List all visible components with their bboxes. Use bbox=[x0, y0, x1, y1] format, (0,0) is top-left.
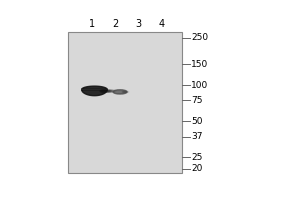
Ellipse shape bbox=[124, 91, 127, 92]
Ellipse shape bbox=[122, 91, 125, 92]
Text: 250: 250 bbox=[191, 33, 208, 42]
Ellipse shape bbox=[113, 90, 127, 94]
Ellipse shape bbox=[104, 90, 109, 92]
Ellipse shape bbox=[107, 90, 112, 92]
Ellipse shape bbox=[101, 90, 105, 92]
Text: 4: 4 bbox=[159, 19, 165, 29]
Ellipse shape bbox=[126, 91, 128, 92]
Ellipse shape bbox=[111, 90, 116, 92]
Ellipse shape bbox=[124, 91, 126, 92]
Ellipse shape bbox=[125, 91, 128, 92]
Ellipse shape bbox=[109, 90, 114, 92]
Text: 3: 3 bbox=[136, 19, 142, 29]
Ellipse shape bbox=[103, 90, 107, 92]
Ellipse shape bbox=[102, 90, 106, 92]
Ellipse shape bbox=[100, 90, 104, 92]
Polygon shape bbox=[82, 86, 107, 96]
Text: 20: 20 bbox=[191, 164, 202, 173]
Text: 75: 75 bbox=[191, 96, 202, 105]
Text: 50: 50 bbox=[191, 117, 202, 126]
Ellipse shape bbox=[108, 90, 113, 92]
Ellipse shape bbox=[105, 90, 110, 92]
FancyBboxPatch shape bbox=[68, 32, 182, 173]
Text: 2: 2 bbox=[112, 19, 119, 29]
Text: 25: 25 bbox=[191, 153, 202, 162]
Text: 100: 100 bbox=[191, 81, 208, 90]
Text: 1: 1 bbox=[89, 19, 95, 29]
Ellipse shape bbox=[106, 90, 111, 92]
Ellipse shape bbox=[110, 90, 115, 92]
Text: 150: 150 bbox=[191, 60, 208, 69]
Ellipse shape bbox=[103, 90, 108, 92]
Text: 37: 37 bbox=[191, 132, 202, 141]
Ellipse shape bbox=[123, 91, 126, 92]
